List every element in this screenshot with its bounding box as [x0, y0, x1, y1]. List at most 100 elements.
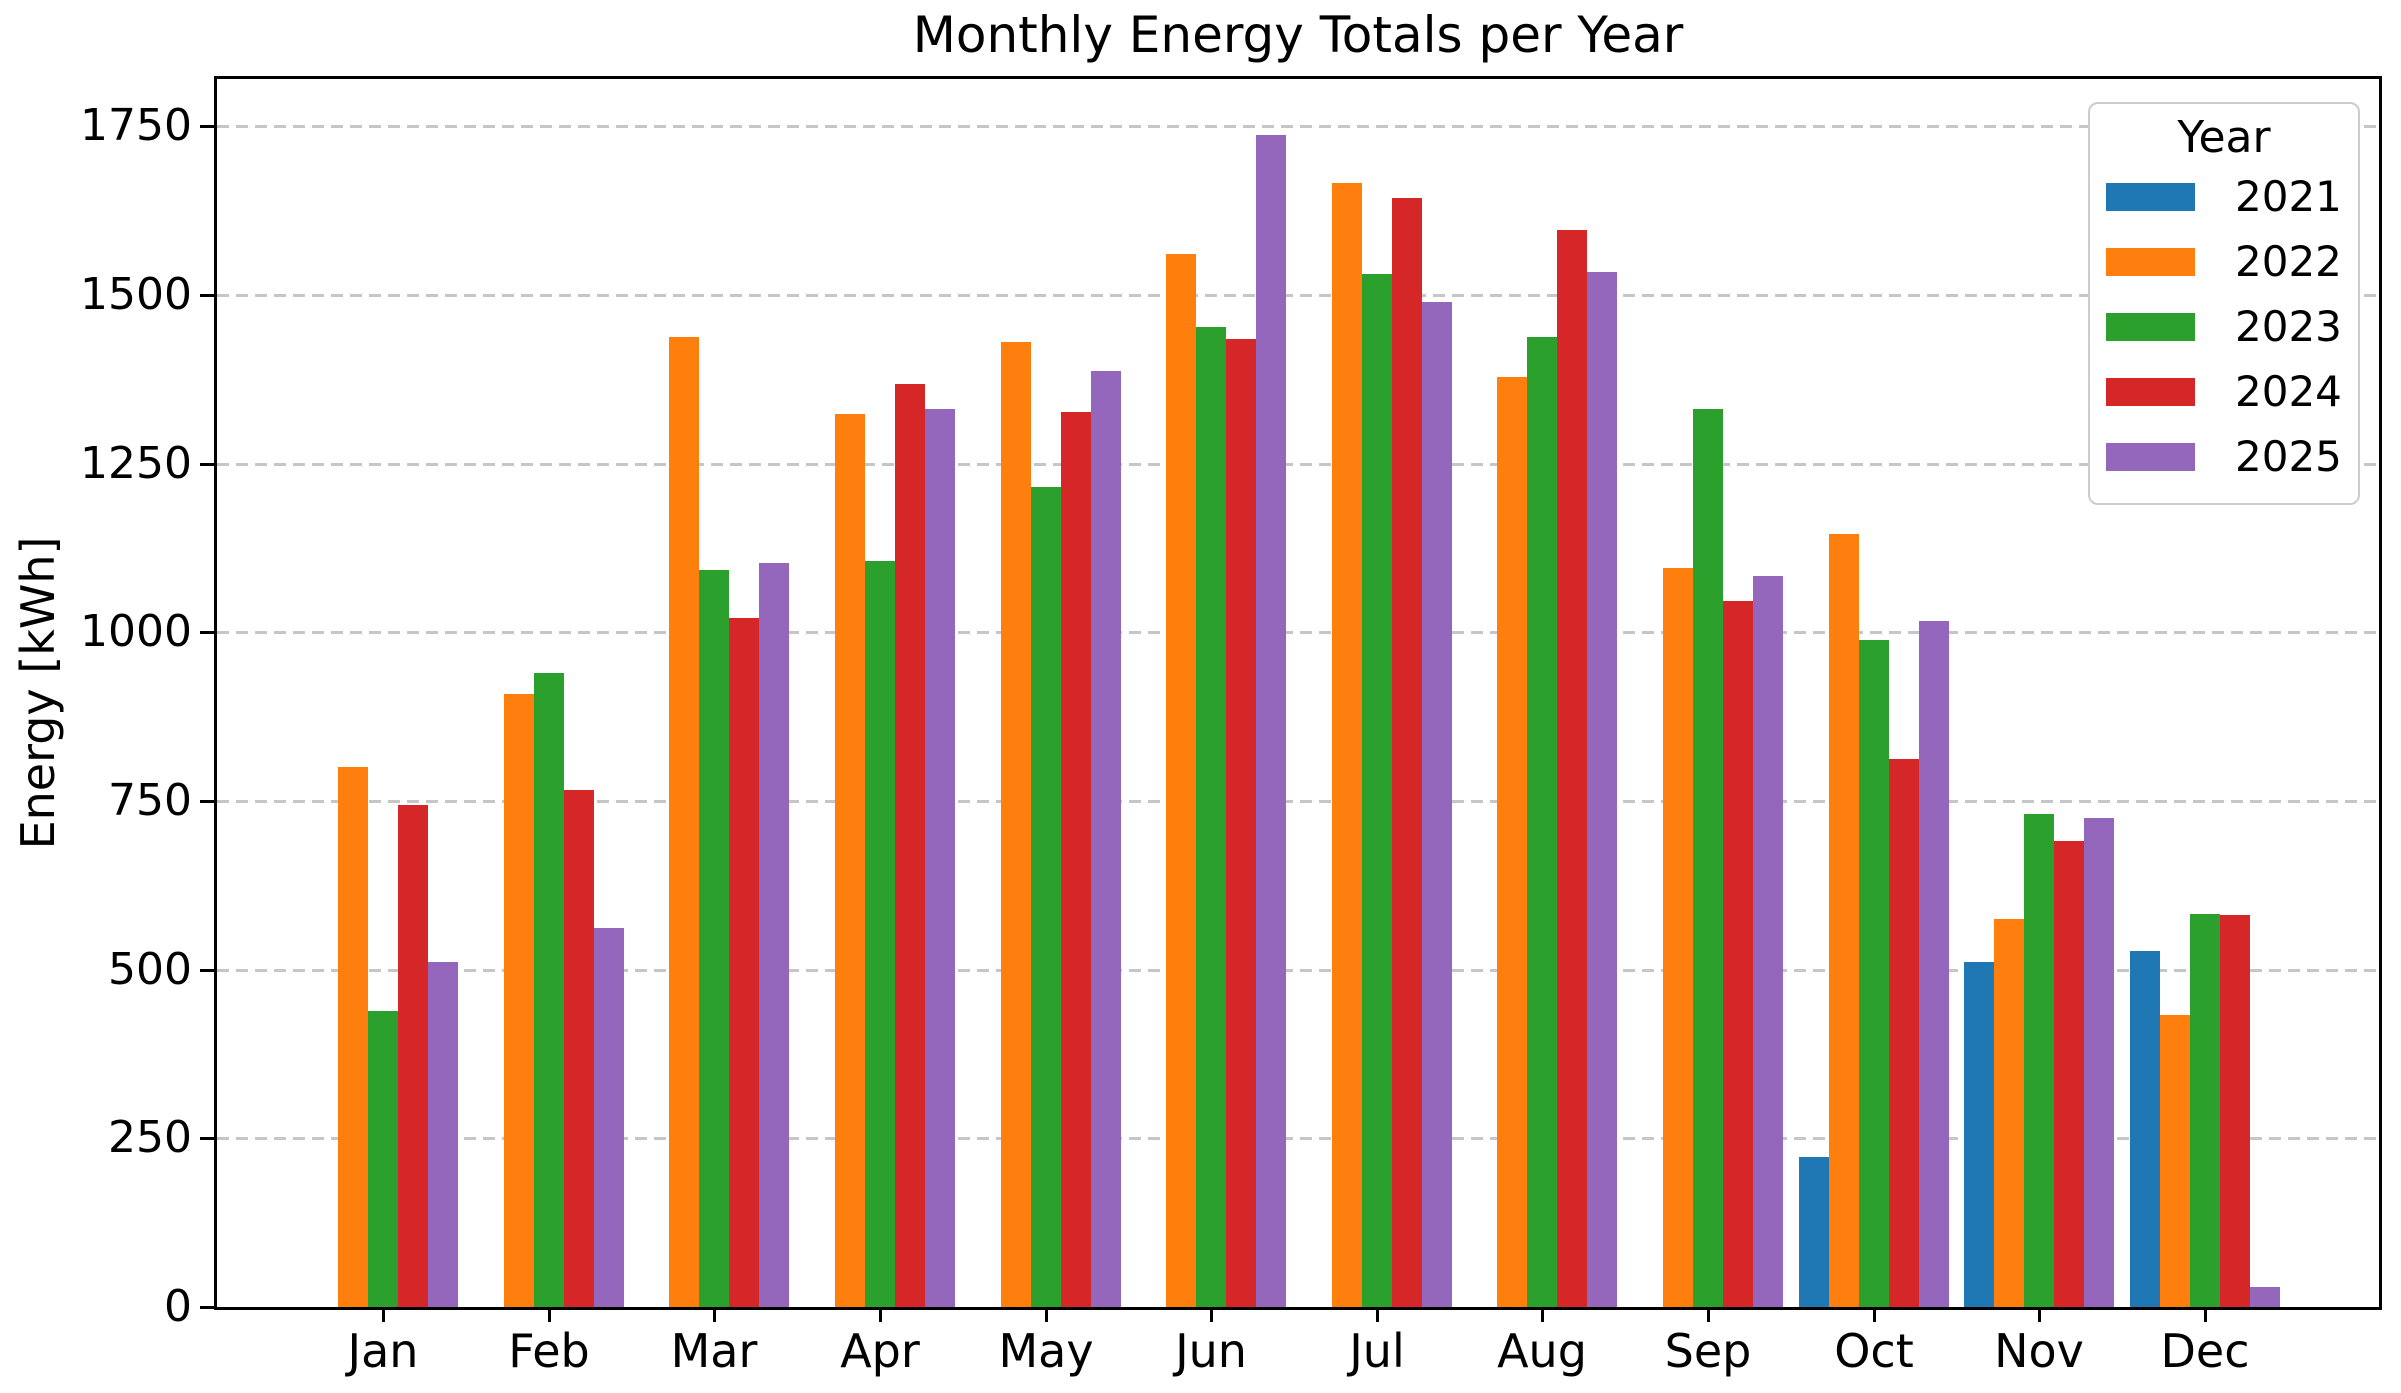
bar-2025-Oct — [1919, 620, 1949, 1307]
legend-items: 2021 2022 2023 2024 2025 — [2090, 164, 2358, 489]
bar-2022-Apr — [835, 414, 865, 1307]
legend-swatch-2022 — [2106, 247, 2195, 276]
bar-2024-Jun — [1226, 338, 1256, 1307]
bar-2021-Dec — [2130, 950, 2160, 1307]
y-tick-label-1000: 1000 — [80, 606, 192, 658]
bar-2024-Mar — [729, 618, 759, 1307]
y-tick-label-1500: 1500 — [80, 268, 192, 320]
gridline-1250 — [217, 462, 2379, 466]
bar-2022-Sep — [1663, 568, 1693, 1307]
x-tick-mark-Nov — [2038, 1310, 2041, 1322]
x-tick-mark-May — [1045, 1310, 1048, 1322]
plot-area — [214, 76, 2382, 1310]
bar-2023-Aug — [1527, 337, 1557, 1307]
bar-2024-Sep — [1723, 601, 1753, 1307]
legend-item-2023: 2023 — [2090, 294, 2358, 359]
x-tick-mark-Dec — [2204, 1310, 2207, 1322]
y-tick-mark-1250 — [200, 462, 214, 466]
legend-swatch-2021 — [2106, 182, 2195, 211]
x-tick-label-Feb: Feb — [508, 1324, 590, 1378]
x-tick-mark-Mar — [713, 1310, 716, 1322]
bar-2022-Jul — [1332, 182, 1362, 1307]
x-tick-mark-Sep — [1707, 1310, 1710, 1322]
y-tick-label-750: 750 — [108, 774, 192, 826]
bar-2025-Sep — [1753, 576, 1783, 1307]
bar-2024-Apr — [895, 383, 925, 1307]
gridline-500 — [217, 968, 2379, 972]
x-tick-label-Nov: Nov — [1994, 1324, 2084, 1378]
gridline-1000 — [217, 631, 2379, 635]
gridline-1500 — [217, 293, 2379, 297]
bar-2023-Apr — [865, 560, 895, 1307]
legend: Year 2021 2022 2023 2024 2025 — [2088, 102, 2360, 505]
x-tick-label-Jun: Jun — [1175, 1324, 1247, 1378]
bar-2023-Oct — [1859, 640, 1889, 1307]
x-tick-label-Jan: Jan — [347, 1324, 419, 1378]
gridline-1750 — [217, 125, 2379, 129]
x-tick-mark-Aug — [1541, 1310, 1544, 1322]
bar-2025-Nov — [2084, 818, 2114, 1307]
x-tick-mark-Apr — [879, 1310, 882, 1322]
legend-item-2024: 2024 — [2090, 359, 2358, 424]
bar-2023-Feb — [534, 672, 564, 1307]
y-tick-mark-500 — [200, 968, 214, 972]
bar-2025-Dec — [2250, 1286, 2280, 1307]
bar-2025-Aug — [1587, 271, 1617, 1307]
bar-2022-Nov — [1994, 919, 2024, 1307]
bar-2024-Feb — [564, 790, 594, 1307]
x-tick-label-Jul: Jul — [1349, 1324, 1405, 1378]
x-tick-label-May: May — [998, 1324, 1094, 1378]
bar-2021-Nov — [1964, 961, 1994, 1307]
bar-2023-Mar — [699, 569, 729, 1307]
bar-2024-May — [1061, 411, 1091, 1307]
bar-2025-Jun — [1256, 135, 1286, 1307]
bar-2025-May — [1091, 371, 1121, 1307]
legend-swatch-2023 — [2106, 312, 2195, 341]
chart-title: Monthly Energy Totals per Year — [912, 6, 1684, 64]
x-tick-mark-Jun — [1210, 1310, 1213, 1322]
bar-2022-May — [1001, 342, 1031, 1307]
bar-2022-Oct — [1829, 533, 1859, 1307]
bar-2022-Jan — [338, 766, 368, 1307]
bar-2022-Jun — [1166, 254, 1196, 1307]
legend-swatch-2024 — [2106, 377, 2195, 406]
legend-swatch-2025 — [2106, 442, 2195, 471]
bar-2025-Jul — [1422, 302, 1452, 1307]
bar-2022-Feb — [504, 694, 534, 1307]
bar-2023-Dec — [2190, 914, 2220, 1307]
bar-2025-Mar — [759, 562, 789, 1307]
bar-2023-Jan — [368, 1010, 398, 1307]
x-tick-label-Mar: Mar — [670, 1324, 758, 1378]
x-tick-mark-Jul — [1376, 1310, 1379, 1322]
bar-2024-Jan — [398, 805, 428, 1307]
bar-2023-Jul — [1362, 273, 1392, 1307]
y-tick-label-1250: 1250 — [80, 437, 192, 489]
gridline-250 — [217, 1137, 2379, 1141]
bar-2023-Sep — [1693, 408, 1723, 1307]
y-tick-label-1750: 1750 — [80, 100, 192, 152]
bar-2022-Dec — [2160, 1014, 2190, 1307]
legend-item-label-2025: 2025 — [2235, 431, 2342, 481]
y-tick-mark-250 — [200, 1137, 214, 1141]
x-tick-mark-Oct — [1873, 1310, 1876, 1322]
x-tick-mark-Feb — [548, 1310, 551, 1322]
legend-item-2025: 2025 — [2090, 424, 2358, 489]
legend-item-2021: 2021 — [2090, 164, 2358, 229]
bar-2022-Mar — [669, 337, 699, 1307]
y-tick-label-0: 0 — [164, 1281, 192, 1332]
y-tick-mark-0 — [200, 1306, 214, 1309]
bar-2023-Nov — [2024, 814, 2054, 1307]
y-tick-label-500: 500 — [108, 943, 192, 995]
bar-2023-May — [1031, 486, 1061, 1307]
legend-item-label-2023: 2023 — [2235, 301, 2342, 351]
bar-2024-Aug — [1557, 230, 1587, 1307]
legend-item-label-2022: 2022 — [2235, 236, 2342, 286]
x-tick-mark-Jan — [382, 1310, 385, 1322]
x-tick-label-Oct: Oct — [1834, 1324, 1914, 1378]
bar-2021-Oct — [1799, 1157, 1829, 1307]
x-tick-label-Aug: Aug — [1497, 1324, 1587, 1378]
bar-2025-Feb — [594, 927, 624, 1307]
y-tick-label-250: 250 — [108, 1112, 192, 1164]
bar-2023-Jun — [1196, 327, 1226, 1307]
